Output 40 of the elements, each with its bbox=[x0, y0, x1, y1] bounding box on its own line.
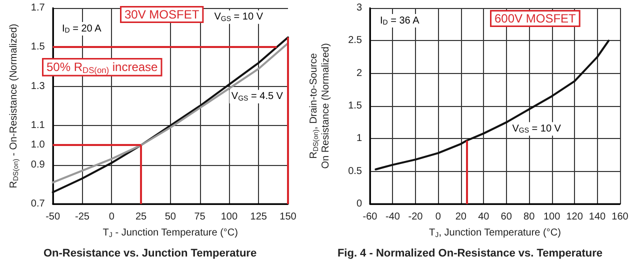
x-tick-label: -25 bbox=[74, 212, 90, 222]
y-tick-label: 1 bbox=[356, 133, 362, 144]
x-tick-label: 125 bbox=[250, 212, 268, 222]
y-tick-label: 0.7 bbox=[30, 198, 46, 210]
x-tick-label: 150 bbox=[280, 212, 297, 222]
y-tick-label: 0.9 bbox=[30, 159, 46, 170]
x-tick-label: -20 bbox=[408, 212, 424, 222]
line-series bbox=[374, 40, 610, 170]
x-tick-label: 75 bbox=[194, 212, 206, 222]
y-tick-label: 0.5 bbox=[348, 166, 362, 177]
y-tick-label: 3 bbox=[356, 2, 362, 14]
x-tick-label: -50 bbox=[46, 212, 60, 222]
text: Fig. 4 - Normalized On-Resistance vs. Temperature bbox=[337, 248, 603, 260]
y-tick-label: 2 bbox=[356, 68, 362, 79]
x-tick-label: 20 bbox=[455, 212, 467, 222]
y-tick-label: 1.1 bbox=[30, 120, 46, 132]
annotation: 600V MOSFET bbox=[494, 12, 577, 26]
y-tick-label: 1.3 bbox=[30, 80, 46, 92]
annotation: 30V MOSFET bbox=[124, 8, 200, 22]
x-tick-label: 80 bbox=[524, 212, 536, 222]
y-tick-label: 1.7 bbox=[30, 2, 46, 14]
y-tick-label: 1.5 bbox=[30, 42, 46, 53]
x-tick-label: -60 bbox=[362, 212, 378, 222]
x-tick-label: 120 bbox=[566, 212, 584, 222]
x-tick-label: 0 bbox=[108, 212, 115, 222]
x-tick-label: -40 bbox=[386, 212, 400, 222]
y-tick-label: 1.0 bbox=[30, 140, 46, 151]
x-tick-label: 100 bbox=[220, 212, 238, 222]
x-tick-label: 160 bbox=[612, 212, 629, 222]
x-tick-label: 25 bbox=[135, 212, 147, 222]
y-tick-label: 2.5 bbox=[348, 35, 362, 46]
x-tick-label: 60 bbox=[500, 212, 512, 222]
x-tick-label: 0 bbox=[435, 212, 442, 222]
x-tick-label: 100 bbox=[543, 212, 561, 222]
x-tick-label: 40 bbox=[478, 212, 490, 222]
y-tick-label: 1.5 bbox=[348, 100, 362, 112]
x-tick-label: 50 bbox=[164, 212, 176, 222]
x-tick-label: 140 bbox=[588, 212, 606, 222]
y-tick-label: 0 bbox=[356, 198, 362, 210]
text: On-Resistance vs. Junction Temperature bbox=[43, 248, 257, 260]
